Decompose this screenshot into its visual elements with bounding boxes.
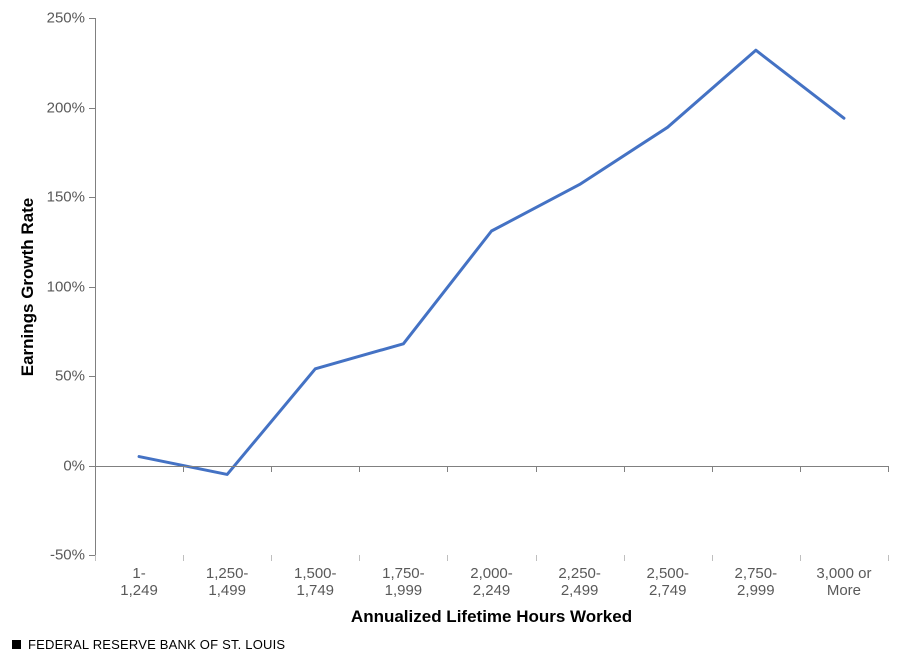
square-bullet-icon xyxy=(12,640,21,649)
earnings-growth-chart: -50%0%50%100%150%200%250% 1- 1,2491,250-… xyxy=(0,0,909,660)
source-footnote: FEDERAL RESERVE BANK OF ST. LOUIS xyxy=(12,637,285,652)
line-series xyxy=(0,0,909,660)
footnote-text: FEDERAL RESERVE BANK OF ST. LOUIS xyxy=(28,637,285,652)
earnings-growth-line xyxy=(139,50,844,474)
